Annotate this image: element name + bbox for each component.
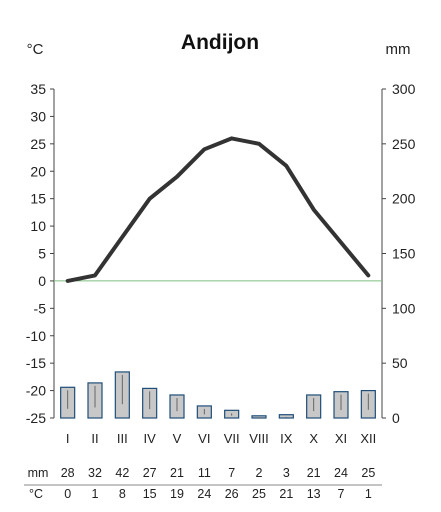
precipitation-bars <box>60 371 376 419</box>
left-tick-label: 10 <box>30 218 46 234</box>
month-label: III <box>117 431 128 446</box>
table-mm-row: 28 32 42 27 21 11 7 2 3 21 24 25 <box>61 466 376 480</box>
table-c-label: °C <box>29 487 43 501</box>
table-mm-value: 21 <box>307 466 321 480</box>
left-tick-label: 0 <box>38 273 46 289</box>
table-c-value: 7 <box>338 487 345 501</box>
month-label: II <box>91 431 98 446</box>
table-c-row: 0 1 8 15 19 24 26 25 21 13 7 1 <box>64 487 372 501</box>
table-mm-label: mm <box>28 466 49 480</box>
table-c-value: 25 <box>252 487 266 501</box>
left-tick-label: -20 <box>26 383 46 399</box>
table-mm-value: 7 <box>228 466 235 480</box>
month-label: VI <box>198 431 210 446</box>
table-c-value: 1 <box>365 487 372 501</box>
right-tick-label: 100 <box>392 300 416 316</box>
temperature-line <box>65 136 371 283</box>
table-c-value: 24 <box>197 487 211 501</box>
table-mm-value: 24 <box>334 466 348 480</box>
precip-bar <box>278 414 294 419</box>
table-c-value: 19 <box>170 487 184 501</box>
left-tick-label: -10 <box>26 328 46 344</box>
table-c-value: 13 <box>307 487 321 501</box>
temperature-series-line <box>65 136 371 283</box>
table-mm-value: 28 <box>61 466 75 480</box>
right-tick-label: 0 <box>392 410 400 426</box>
left-axis-unit: °C <box>27 41 44 58</box>
table-c-value: 0 <box>64 487 71 501</box>
month-label: X <box>309 431 318 446</box>
right-tick-label: 50 <box>392 355 408 371</box>
table-mm-value: 3 <box>283 466 290 480</box>
axes <box>53 89 383 418</box>
left-tick-label: -5 <box>34 300 47 316</box>
month-label: XII <box>360 431 376 446</box>
table-mm-value: 27 <box>143 466 157 480</box>
right-tick-label: 150 <box>392 246 416 262</box>
month-label: XI <box>335 431 347 446</box>
month-label: IV <box>144 431 157 446</box>
table-mm-value: 42 <box>115 466 129 480</box>
table-mm-value: 21 <box>170 466 184 480</box>
table-mm-value: 11 <box>198 466 211 480</box>
table-mm-value: 25 <box>361 466 375 480</box>
left-tick-label: 5 <box>38 246 46 262</box>
table-c-value: 15 <box>143 487 157 501</box>
left-tick-label: 20 <box>30 163 46 179</box>
table-c-value: 26 <box>225 487 239 501</box>
month-labels: I II III IV V VI VII VIII IX X XI XII <box>66 431 376 446</box>
left-tick-label: 35 <box>30 81 46 97</box>
left-tick-label: 25 <box>30 136 46 152</box>
left-tick-label: 15 <box>30 191 46 207</box>
right-tick-label: 250 <box>392 136 416 152</box>
left-tick-label: 30 <box>30 108 46 124</box>
month-label: I <box>66 431 70 446</box>
left-tick-label: -25 <box>26 410 46 426</box>
table-mm-value: 32 <box>88 466 102 480</box>
table-c-value: 21 <box>279 487 293 501</box>
month-label: V <box>173 431 182 446</box>
right-axis-unit: mm <box>386 41 411 58</box>
month-label: VIII <box>249 431 269 446</box>
table-c-value: 8 <box>119 487 126 501</box>
month-label: IX <box>280 431 293 446</box>
left-axis-ticks: 35 30 25 20 15 10 5 0 -5 -10 -15 -20 -25 <box>26 81 54 426</box>
chart-title: Andijon <box>181 31 259 54</box>
right-tick-label: 200 <box>392 191 416 207</box>
table-c-value: 1 <box>92 487 99 501</box>
left-tick-label: -15 <box>26 355 46 371</box>
right-tick-label: 300 <box>392 81 416 97</box>
table-mm-value: 2 <box>256 466 263 480</box>
month-label: VII <box>224 431 240 446</box>
right-axis-ticks: 300 250 200 150 100 50 0 <box>382 81 416 426</box>
